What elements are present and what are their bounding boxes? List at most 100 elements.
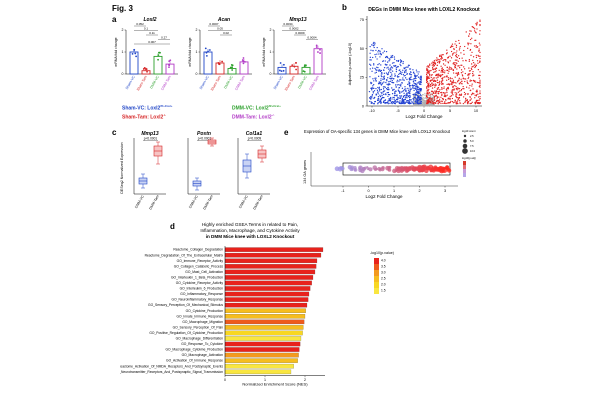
volcano-point-up [428,77,431,79]
volcano-point-down [379,90,381,92]
volcano-point-up [458,57,461,60]
panel-d-term-label: GO_Cytokine_Receptor_Activity [176,281,224,285]
volcano-point-up [466,100,468,102]
volcano-point-down [375,49,377,52]
panel-d-label: d [170,222,175,231]
volcano-point-ns [426,104,428,107]
panel-a-gene-title: Mmp13 [289,17,306,23]
panel-d-bar [224,336,302,341]
volcano-point-down [376,53,378,55]
volcano-point-down [370,95,372,98]
volcano-point-up [446,79,448,81]
volcano-point-down [384,63,386,65]
volcano-point-up [474,101,476,104]
volcano-point-up [433,59,436,62]
panel-d-bar [224,269,316,275]
volcano-point-up [476,89,478,91]
volcano-point-up [434,102,436,104]
volcano-point-up [456,103,458,105]
panel-e-xtick: 0 [367,189,369,193]
volcano-point-up [472,65,474,68]
volcano-point-down [374,67,376,70]
volcano-point-down [416,94,418,97]
panel-d-title-line: in DMM Mice knee with LOXL2 Knockout [206,234,295,239]
volcano-point-down [373,103,375,105]
volcano-point-up [441,93,443,95]
volcano-point-up [479,79,481,81]
volcano-point-up [465,86,468,88]
volcano-point-up [471,80,473,82]
panel-c-gene-title: Postn [197,131,211,137]
volcano-point-up [458,65,460,67]
panel-a-dot [157,54,160,57]
volcano-point-up [435,74,437,77]
volcano-point-up [478,48,480,50]
volcano-point-up [453,63,456,66]
volcano-point-up [477,50,480,52]
volcano-point-down [408,83,410,85]
volcano-point-up [456,96,458,99]
volcano-point-down [406,97,408,99]
volcano-point-up [477,62,479,64]
panel-e-gene-dot [405,166,411,172]
volcano-point-up [473,93,475,95]
volcano-point-down [408,100,411,102]
volcano-point-down [379,83,381,85]
panel-d-term-label: GO_Immune_Receptor_Activity [177,259,224,263]
volcano-point-down [389,75,392,78]
volcano-point-down [401,82,403,84]
volcano-point-up [426,90,428,92]
panel-a-dot [242,60,245,63]
volcano-point-up [441,88,443,90]
volcano-point-down [413,71,415,73]
volcano-point-down [418,88,421,90]
volcano-point-down [382,60,385,62]
volcano-point-up [451,89,454,91]
volcano-point-up [426,72,428,74]
volcano-point-down [407,64,410,66]
volcano-point-up [430,85,432,88]
volcano-point-down [413,75,416,77]
volcano-point-down [420,75,422,77]
volcano-point-up [471,51,473,54]
panel-a-ylabel: mRNA fold change [262,37,266,66]
volcano-point-up [472,88,474,90]
panel-a-pval: 0.0034 [283,22,293,26]
volcano-point-down [401,87,404,89]
volcano-point-down [409,85,411,87]
volcano-point-up [442,83,444,85]
volcano-point-down [396,84,398,86]
volcano-point-up [451,97,454,100]
volcano-point-up [468,60,470,62]
volcano-point-down [375,87,377,90]
volcano-point-down [394,91,396,93]
panel-a-dot [205,51,208,54]
volcano-point-down [400,95,402,97]
volcano-point-up [431,68,434,70]
panel-d-term-label: GO_Mast_Cell_Activation [185,270,223,274]
volcano-point-down [400,60,403,62]
volcano-point-down [389,64,391,66]
volcano-point-down [419,83,421,85]
volcano-point-down [399,100,401,102]
volcano-point-up [476,23,478,25]
volcano-point-down [396,98,398,101]
volcano-point-down [413,77,416,80]
panel-e-size-legend-label: 2.5 [470,134,474,138]
volcano-point-down [401,97,404,100]
volcano-point-down [394,73,396,75]
volcano-point-up [434,63,436,66]
volcano-point-up [474,31,477,33]
volcano-point-up [457,81,459,83]
volcano-point-down [399,79,401,81]
volcano-point-down [399,63,401,65]
volcano-point-down [380,91,382,94]
volcano-point-down [387,66,389,68]
volcano-point-down [379,51,381,53]
volcano-point-down [381,73,383,75]
panel-a-pval: 0.05 [217,27,223,31]
volcano-xtick: 10 [474,109,478,113]
volcano-point-up [464,45,466,48]
panel-a-dot [319,48,321,51]
volcano-point-up [441,69,443,71]
